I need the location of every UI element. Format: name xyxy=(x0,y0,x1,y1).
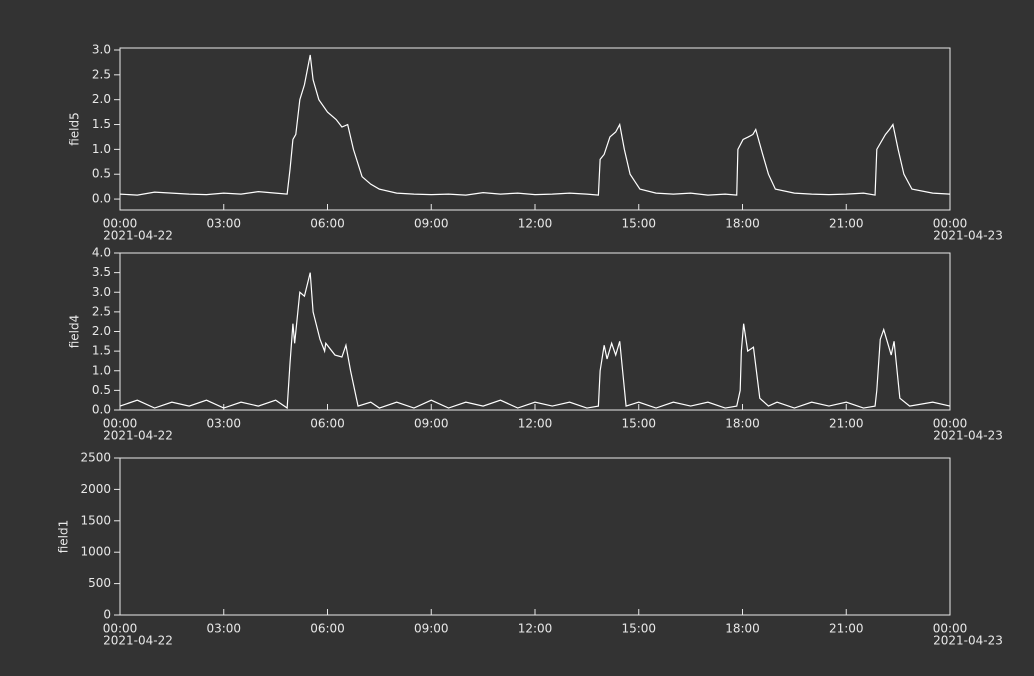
x-tick-label: 06:00 xyxy=(310,417,345,431)
plot-frame xyxy=(119,252,951,411)
x-tick-label: 15:00 xyxy=(621,217,656,231)
x-tick-label: 21:00 xyxy=(829,217,864,231)
x-tick-label: 06:00 xyxy=(310,622,345,636)
x-tick-label: 21:00 xyxy=(829,417,864,431)
x-tick-label: 12:00 xyxy=(518,217,553,231)
x-tick-label: 21:00 xyxy=(829,622,864,636)
y-axis-label: field1 xyxy=(57,520,71,554)
x-date-label: 2021-04-22 xyxy=(103,634,173,648)
x-tick-label: 18:00 xyxy=(725,217,760,231)
y-tick-label: 2000 xyxy=(80,482,111,496)
x-tick-label: 12:00 xyxy=(518,417,553,431)
y-tick-label: 2.5 xyxy=(92,67,111,81)
y-tick-label: 2.5 xyxy=(92,304,111,318)
y-tick-label: 1.5 xyxy=(92,117,111,131)
x-date-label: 2021-04-23 xyxy=(933,634,1003,648)
x-tick-label: 03:00 xyxy=(206,417,241,431)
x-tick-label: 00:00 xyxy=(933,417,968,431)
y-tick-label: 0.5 xyxy=(92,167,111,181)
y-tick-label: 0.0 xyxy=(92,403,111,417)
y-tick-label: 1000 xyxy=(80,545,111,559)
x-tick-label: 18:00 xyxy=(725,622,760,636)
data-line xyxy=(119,272,951,410)
y-tick-label: 4.0 xyxy=(92,246,111,260)
y-tick-label: 3.0 xyxy=(92,285,111,299)
x-tick-label: 15:00 xyxy=(621,622,656,636)
x-tick-label: 09:00 xyxy=(414,217,449,231)
y-tick-label: 2500 xyxy=(80,451,111,465)
x-tick-label: 03:00 xyxy=(206,217,241,231)
y-axis-label: field5 xyxy=(68,112,82,146)
x-tick-label: 00:00 xyxy=(933,217,968,231)
y-tick-label: 1.5 xyxy=(92,344,111,358)
y-tick-label: 3.0 xyxy=(92,42,111,56)
x-date-label: 2021-04-23 xyxy=(933,229,1003,243)
x-tick-label: 00:00 xyxy=(103,622,138,636)
plot-frame xyxy=(119,47,951,211)
x-date-label: 2021-04-23 xyxy=(933,429,1003,443)
y-axis-label: field4 xyxy=(68,315,82,349)
y-tick-label: 2.0 xyxy=(92,92,111,106)
y-tick-label: 0 xyxy=(103,608,111,622)
y-tick-label: 1.0 xyxy=(92,363,111,377)
x-date-label: 2021-04-22 xyxy=(103,229,173,243)
x-tick-label: 09:00 xyxy=(414,417,449,431)
x-tick-label: 06:00 xyxy=(310,217,345,231)
y-tick-label: 1500 xyxy=(80,513,111,527)
y-tick-label: 3.5 xyxy=(92,265,111,279)
plot-frame xyxy=(119,457,951,616)
x-tick-label: 03:00 xyxy=(206,622,241,636)
x-tick-label: 15:00 xyxy=(621,417,656,431)
x-tick-label: 00:00 xyxy=(103,217,138,231)
x-tick-label: 12:00 xyxy=(518,622,553,636)
x-tick-label: 00:00 xyxy=(103,417,138,431)
x-tick-label: 00:00 xyxy=(933,622,968,636)
y-tick-label: 0.0 xyxy=(92,192,111,206)
x-date-label: 2021-04-22 xyxy=(103,429,173,443)
y-tick-label: 500 xyxy=(88,576,111,590)
y-tick-label: 1.0 xyxy=(92,142,111,156)
y-tick-label: 2.0 xyxy=(92,324,111,338)
x-tick-label: 09:00 xyxy=(414,622,449,636)
data-line xyxy=(119,54,951,196)
y-tick-label: 0.5 xyxy=(92,383,111,397)
x-tick-label: 18:00 xyxy=(725,417,760,431)
